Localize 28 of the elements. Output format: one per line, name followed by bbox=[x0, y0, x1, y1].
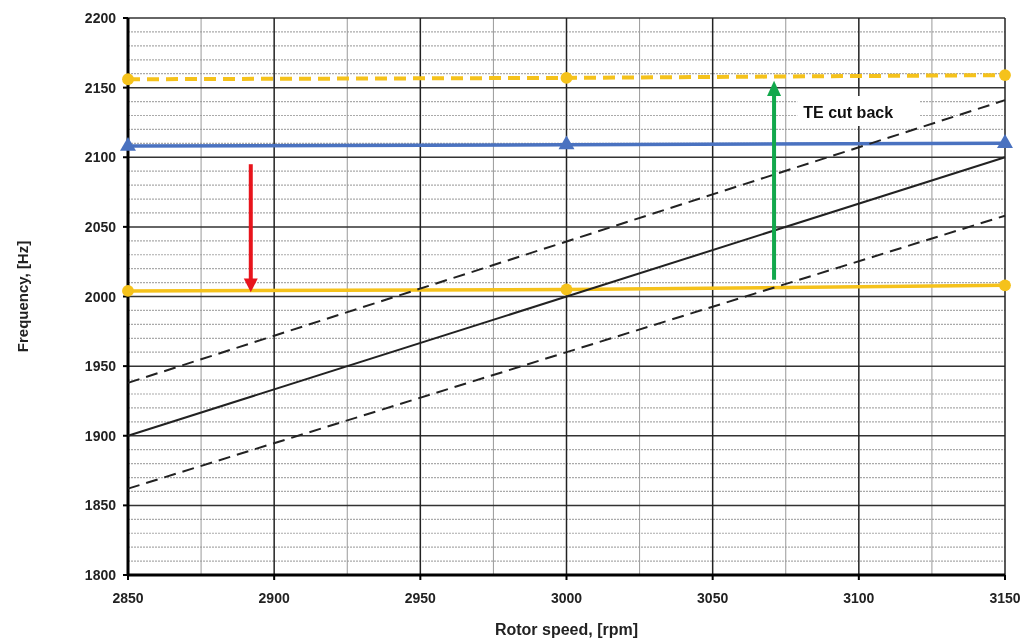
y-tick-label: 2000 bbox=[84, 288, 117, 305]
x-tick-label: 3000 bbox=[550, 590, 583, 606]
y-tick-label: 2050 bbox=[84, 218, 117, 235]
y-tick-label: 1850 bbox=[84, 497, 117, 514]
point bbox=[560, 283, 573, 296]
y-tick-label: 2100 bbox=[84, 149, 117, 166]
y-axis-title: Frequency, [Hz] bbox=[14, 240, 31, 353]
annotation: TE cut back bbox=[803, 104, 894, 121]
y-tick-label: 2200 bbox=[84, 10, 117, 26]
x-tick-label: 2850 bbox=[112, 590, 144, 606]
y-tick-label: 1900 bbox=[84, 427, 117, 444]
y-tick-label: 1950 bbox=[84, 358, 117, 375]
point bbox=[999, 279, 1011, 292]
x-tick-label: 3050 bbox=[697, 590, 729, 606]
y-tick-label: 2150 bbox=[84, 79, 117, 96]
x-tick-label: 2900 bbox=[258, 590, 290, 606]
point bbox=[999, 69, 1011, 81]
x-tick-label: 3150 bbox=[989, 590, 1021, 606]
point bbox=[997, 134, 1013, 148]
point bbox=[122, 285, 134, 297]
x-axis-title: Rotor speed, [rpm] bbox=[494, 621, 639, 638]
x-tick-label: 2950 bbox=[404, 590, 437, 606]
x-tick-label: 3100 bbox=[843, 590, 875, 606]
point bbox=[558, 135, 575, 150]
point bbox=[122, 73, 134, 86]
point bbox=[120, 136, 136, 151]
y-tick-label: 1800 bbox=[84, 567, 117, 583]
point bbox=[560, 71, 573, 84]
